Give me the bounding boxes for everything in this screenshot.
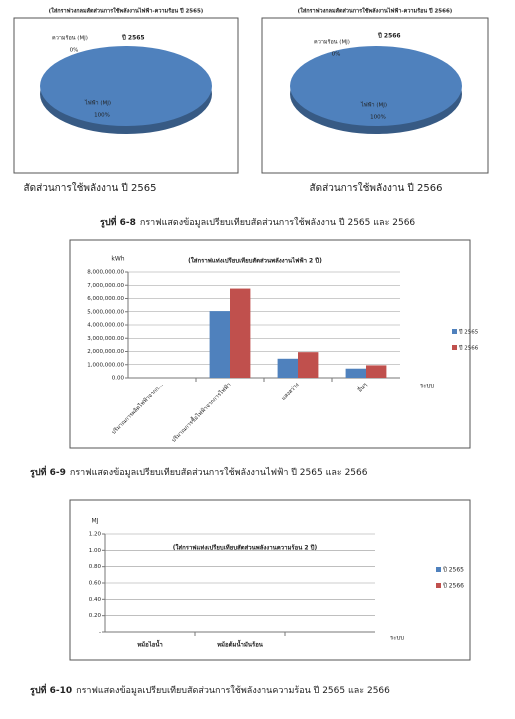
y-tick-label: 0.40	[89, 597, 102, 603]
pie-slice	[290, 46, 462, 126]
bar	[209, 311, 230, 378]
legend-swatch	[452, 329, 457, 334]
bar	[298, 352, 319, 378]
figure-text: กราฟแสดงข้อมูลเปรียบเทียบสัดส่วนการใช้พล…	[76, 685, 390, 696]
slice-value-label: 0%	[70, 48, 79, 54]
y-tick-label: 1.20	[89, 532, 102, 538]
legend-label: ปี 2566	[458, 345, 479, 352]
slice-label: ความร้อน (MJ)	[52, 35, 88, 42]
y-tick-label: 3,000,000.00	[87, 336, 124, 342]
legend-swatch	[436, 583, 441, 588]
y-tick-label: 0.20	[89, 613, 102, 619]
figure-text: กราฟแสดงข้อมูลเปรียบเทียบสัดส่วนการใช้พล…	[70, 467, 368, 478]
y-axis-label: MJ	[92, 518, 99, 525]
slice-value-label: 100%	[94, 113, 110, 119]
y-tick-label: 5,000,000.00	[87, 309, 124, 315]
legend-label: ปี 2565	[458, 329, 479, 336]
chart-title: (ใส่กราฟวงกลมสัดส่วนการใช้พลังงานไฟฟ้า-ค…	[298, 7, 453, 15]
y-tick-label: 2,000,000.00	[87, 349, 124, 355]
slice-label: ไฟฟ้า (MJ)	[84, 100, 111, 107]
chart-title: (ใส่กราฟวงกลมสัดส่วนการใช้พลังงานไฟฟ้า-ค…	[49, 7, 204, 15]
pie-chart-title: ปี 2566	[377, 32, 400, 40]
legend-label: ปี 2566	[442, 582, 464, 590]
y-tick-label: 6,000,000.00	[87, 296, 124, 302]
y-tick-label: 1,000,000.00	[87, 362, 124, 368]
slice-label: ไฟฟ้า (MJ)	[360, 102, 387, 109]
y-tick-label: 7,000,000.00	[87, 283, 124, 289]
y-tick-label: 0.80	[89, 564, 102, 570]
y-tick-label: 1.00	[89, 548, 102, 554]
figure-caption: รูปที่ 6-9 กราฟแสดงข้อมูลเปรียบเทียบสัดส่…	[30, 465, 368, 478]
bar	[366, 365, 387, 378]
legend-swatch	[452, 345, 457, 350]
slice-label: ความร้อน (MJ)	[314, 39, 350, 46]
y-tick-label: -	[99, 630, 101, 636]
figure-caption: รูปที่ 6-8 กราฟแสดงข้อมูลเปรียบเทียบสัดส่…	[100, 215, 415, 228]
x-axis-label: ระบบ	[390, 635, 404, 642]
figure-number: รูปที่ 6-8	[100, 215, 136, 228]
y-tick-label: 0.00	[112, 376, 125, 382]
slice-value-label: 0%	[332, 52, 341, 58]
figure-caption: รูปที่ 6-10 กราฟแสดงข้อมูลเปรียบเทียบสัดส…	[30, 683, 390, 696]
chart-caption: สัดส่วนการใช้พลังงาน ปี 2565	[24, 182, 157, 194]
x-axis-label: ระบบ	[420, 383, 434, 390]
slice-value-label: 100%	[370, 115, 386, 121]
figure-number: รูปที่ 6-9	[30, 465, 66, 478]
x-tick-label: หม้อไอน้ำ	[137, 639, 163, 649]
pie-slice	[40, 46, 212, 126]
bar	[277, 358, 298, 378]
bar	[345, 368, 366, 378]
figure-number: รูปที่ 6-10	[30, 683, 72, 696]
chart-caption: สัดส่วนการใช้พลังงาน ปี 2566	[310, 182, 443, 194]
y-tick-label: 0.60	[89, 581, 102, 587]
chart-frame	[69, 499, 471, 661]
legend-swatch	[436, 567, 441, 572]
chart-title: (ใส่กราฟแท่งเปรียบเทียบสัดส่วนพลังงานไฟฟ…	[188, 257, 322, 265]
figure-text: กราฟแสดงข้อมูลเปรียบเทียบสัดส่วนการใช้พล…	[140, 217, 416, 228]
y-tick-label: 4,000,000.00	[87, 323, 124, 329]
x-tick-label: หม้อต้มน้ำมันร้อน	[217, 639, 264, 649]
legend-label: ปี 2565	[442, 566, 464, 574]
chart-frame	[69, 239, 471, 449]
y-tick-label: 8,000,000.00	[87, 270, 124, 276]
pie-chart-title: ปี 2565	[121, 34, 144, 42]
bar	[230, 288, 251, 378]
chart-title: (ใส่กราฟแท่งเปรียบเทียบสัดส่วนพลังงานควา…	[173, 544, 318, 552]
y-axis-label: kWh	[111, 256, 124, 263]
